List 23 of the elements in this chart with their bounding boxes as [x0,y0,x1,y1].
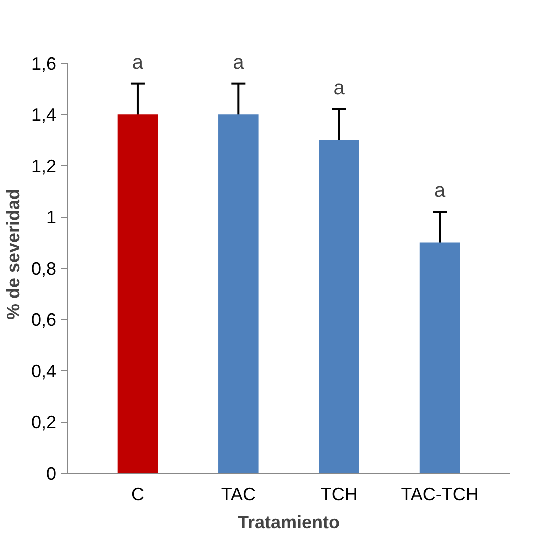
y-tick-label: 0,6 [31,310,57,330]
x-tick-label: TAC [221,484,256,504]
annotation: a [132,52,144,74]
y-tick-label: 0,4 [31,361,57,382]
y-axis-title: % de severidad [3,188,24,320]
x-tick-label: TCH [320,484,358,504]
annotation: a [434,180,446,202]
bar [218,114,259,474]
x-tick-label: C [131,484,144,504]
y-tick-label: 1,6 [31,54,57,74]
bar [420,242,460,474]
y-tick-label: 1,2 [31,156,57,176]
bar [319,140,360,474]
y-tick-label: 0,2 [31,412,57,433]
y-tick-label: 1,4 [31,105,57,126]
bar [118,114,158,474]
x-tick-label: TAC-TCH [401,484,479,504]
annotation: a [233,52,246,74]
annotation: a [334,77,346,100]
x-axis-title: Tratamiento [238,512,340,532]
y-tick-label: 1 [46,208,57,228]
y-tick-label: 0,8 [31,258,57,279]
y-tick-label: 0 [46,464,57,484]
